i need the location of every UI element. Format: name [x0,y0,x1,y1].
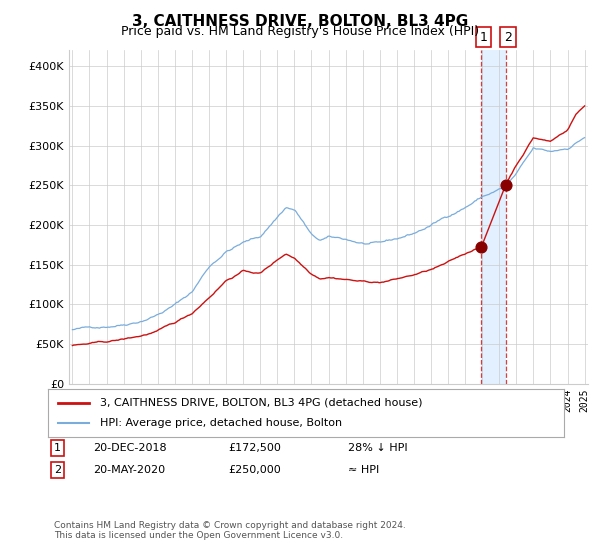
HPI: Average price, detached house, Bolton: (2.02e+03, 3.1e+05): Average price, detached house, Bolton: (… [581,134,588,141]
Text: 1: 1 [479,31,487,44]
HPI: Average price, detached house, Bolton: (2.01e+03, 1.83e+05): Average price, detached house, Bolton: (… [247,235,254,242]
Bar [481,50,506,384]
3, CAITHNESS DRIVE, BOLTON, BL3 4PG (detached house) [221,278,229,285]
HPI: Average price, detached house, Bolton: (2e+03, 6.8e+04): Average price, detached house, Bolton: (… [69,326,76,333]
Text: 20-MAY-2020: 20-MAY-2020 [93,465,165,475]
Text: 2: 2 [504,31,512,44]
Text: Price paid vs. HM Land Registry's House Price Index (HPI): Price paid vs. HM Land Registry's House … [121,25,479,38]
Line: 3, CAITHNESS DRIVE, BOLTON, BL3 4PG (detached house): 3, CAITHNESS DRIVE, BOLTON, BL3 4PG (det… [73,106,584,346]
HPI: Average price, detached house, Bolton: (2e+03, 7.61e+04): Average price, detached house, Bolton: (… [131,320,139,326]
3, CAITHNESS DRIVE, BOLTON, BL3 4PG (detached house) [69,342,76,349]
HPI: Average price, detached house, Bolton: (2e+03, 1.78e+05): Average price, detached house, Bolton: (… [239,239,246,246]
Text: 2: 2 [54,465,61,475]
HPI: Average price, detached house, Bolton: (2.02e+03, 2.94e+05): Average price, detached house, Bolton: (… [553,147,560,154]
3, CAITHNESS DRIVE, BOLTON, BL3 4PG (detached house) [293,257,300,264]
Point [476,242,486,251]
3, CAITHNESS DRIVE, BOLTON, BL3 4PG (detached house) [239,268,246,274]
Text: 20-DEC-2018: 20-DEC-2018 [93,443,167,453]
3, CAITHNESS DRIVE, BOLTON, BL3 4PG (detached house) [553,134,560,141]
HPI: Average price, detached house, Bolton: (2e+03, 1.65e+05): Average price, detached house, Bolton: (… [221,249,229,256]
Text: £172,500: £172,500 [228,443,281,453]
Text: Contains HM Land Registry data © Crown copyright and database right 2024.
This d: Contains HM Land Registry data © Crown c… [54,521,406,540]
3, CAITHNESS DRIVE, BOLTON, BL3 4PG (detached house) [581,102,588,109]
Text: 28% ↓ HPI: 28% ↓ HPI [348,443,407,453]
Text: 1: 1 [54,443,61,453]
HPI: Average price, detached house, Bolton: (2.01e+03, 2.16e+05): Average price, detached house, Bolton: (… [293,209,300,216]
Text: £250,000: £250,000 [228,465,281,475]
Text: ≈ HPI: ≈ HPI [348,465,379,475]
Text: 3, CAITHNESS DRIVE, BOLTON, BL3 4PG: 3, CAITHNESS DRIVE, BOLTON, BL3 4PG [132,14,468,29]
Point [501,181,511,190]
3, CAITHNESS DRIVE, BOLTON, BL3 4PG (detached house) [131,334,139,340]
Text: HPI: Average price, detached house, Bolton: HPI: Average price, detached house, Bolt… [100,418,342,428]
Line: HPI: Average price, detached house, Bolton: HPI: Average price, detached house, Bolt… [73,138,584,330]
Text: 3, CAITHNESS DRIVE, BOLTON, BL3 4PG (detached house): 3, CAITHNESS DRIVE, BOLTON, BL3 4PG (det… [100,398,422,408]
3, CAITHNESS DRIVE, BOLTON, BL3 4PG (detached house) [247,269,254,276]
